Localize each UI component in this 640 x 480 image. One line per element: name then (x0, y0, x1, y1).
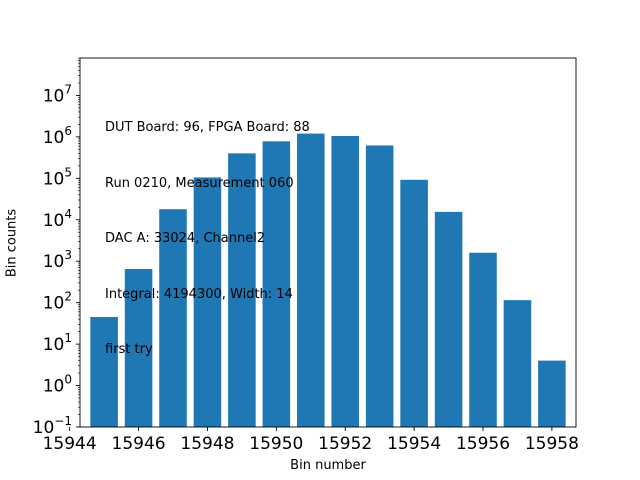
bar-15950 (262, 141, 291, 427)
bar-15956 (469, 252, 497, 427)
bar-15945 (90, 317, 118, 427)
x-axis-label: Bin number (290, 458, 366, 473)
x-tick-label: 15958 (525, 434, 579, 454)
bar-15951 (297, 133, 325, 427)
annotation-line-board: DUT Board: 96, FPGA Board: 88 (105, 120, 310, 135)
y-tick-label: 101 (43, 331, 72, 355)
y-axis-ticks: 10−1 100 101 102 103 104 105 106 107 (33, 82, 80, 438)
annotation-line-run: Run 0210, Measurement 060 (105, 175, 294, 191)
bar-15952 (331, 136, 359, 427)
bar-15947 (159, 209, 187, 427)
bar-15949 (228, 153, 256, 427)
annotation-line-dac: DAC A: 33024, Channel2 (105, 231, 266, 246)
y-tick-label: 104 (43, 207, 72, 231)
annotation-line-note: first try (105, 342, 153, 357)
y-tick-label: 106 (43, 124, 72, 148)
x-tick-label: 15954 (387, 434, 441, 454)
bar-15957 (503, 300, 532, 427)
y-tick-label: 107 (43, 82, 72, 106)
y-tick-label: 103 (43, 248, 72, 272)
y-axis-label: Bin counts (4, 208, 20, 278)
y-tick-label: 105 (43, 165, 72, 189)
bar-15955 (434, 211, 463, 427)
y-tick-label: 102 (43, 290, 72, 314)
x-tick-label: 15952 (318, 434, 372, 454)
x-tick-label: 15956 (456, 434, 510, 454)
bar-15954 (400, 179, 428, 427)
y-tick-label: 100 (43, 373, 72, 397)
axes-frame (79, 57, 577, 428)
run-info-annotation: DUT Board: 96, FPGA Board: 88 Run 0210, … (105, 82, 310, 378)
bar-15953 (365, 145, 394, 428)
annotation-line-integral: Integral: 4194300, Width: 14 (105, 286, 293, 302)
bars-group (90, 133, 566, 428)
x-axis-ticks: 15944 15946 15948 15950 15952 15954 15956 15958 (43, 427, 579, 454)
bar-15958 (538, 360, 566, 427)
bar-15946 (124, 268, 153, 427)
y-tick-label: 10−1 (33, 414, 72, 438)
x-tick-label: 15944 (43, 434, 97, 454)
x-tick-label: 15948 (180, 434, 234, 454)
x-tick-label: 15946 (112, 434, 166, 454)
bar-15948 (193, 177, 222, 427)
x-tick-label: 15950 (249, 434, 303, 454)
